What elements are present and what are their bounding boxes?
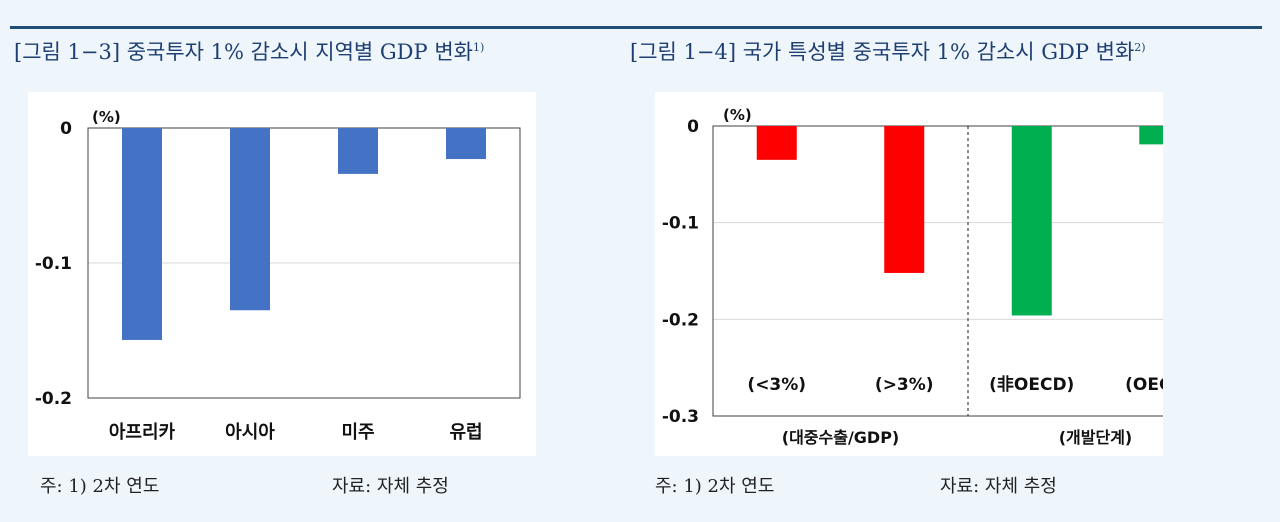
y-unit-label: (%) — [723, 106, 752, 124]
bar — [446, 128, 486, 160]
bar — [1139, 126, 1180, 145]
footnote-left: 주: 1) 2차 연도 — [40, 476, 160, 497]
y-tick-label: -0.3 — [662, 407, 699, 427]
category-label: (>3%) — [875, 375, 934, 395]
country-type-gdp-chart: 0 -0.1 -0.2 -0.3 (%) (<3%) (>3%) (非OECD) (OECD) (… — [662, 106, 1224, 447]
header-rule — [10, 26, 1262, 29]
y-tick-label: 0 — [60, 119, 72, 139]
bar — [338, 128, 378, 174]
plot-area-border — [712, 125, 1224, 417]
figure-title-text: [그림 1−4] 국가 특성별 중국투자 1% 감소시 GDP 변화 — [630, 40, 1135, 64]
group-label: (개발단계) — [1059, 428, 1133, 447]
source-right: 자료: 자체 추정 — [940, 476, 1057, 497]
plot-area-border — [87, 127, 521, 399]
bar — [1011, 126, 1052, 316]
figure-title-left: [그림 1−3] 중국투자 1% 감소시 지역별 GDP 변화1) — [14, 36, 484, 66]
y-tick-label: -0.1 — [35, 254, 72, 274]
source-left: 자료: 자체 추정 — [332, 476, 449, 497]
category-label: (<3%) — [747, 375, 806, 395]
category-label: 유럽 — [449, 422, 482, 443]
y-tick-label: -0.1 — [662, 214, 699, 234]
figure-title-text: [그림 1−3] 중국투자 1% 감소시 지역별 GDP 변화 — [14, 40, 473, 64]
category-label: 아시아 — [225, 422, 275, 443]
category-label: 미주 — [341, 422, 374, 443]
footnote-right: 주: 1) 2차 연도 — [655, 476, 775, 497]
category-label: (OECD) — [1125, 375, 1163, 395]
chart-panel-left: 0 -0.1 -0.2 (%) 아프리카 아시아 미주 유럽 — [28, 92, 536, 456]
category-label: 아프리카 — [109, 422, 176, 443]
bar — [884, 126, 925, 273]
y-tick-label: 0 — [687, 117, 699, 137]
bar — [230, 128, 270, 311]
y-unit-label: (%) — [92, 108, 121, 126]
chart-panel-right: 0 -0.1 -0.2 -0.3 (%) (<3%) (>3%) (非OECD) (OECD) (… — [655, 92, 1224, 456]
bar — [756, 126, 797, 160]
bar — [122, 128, 162, 340]
region-gdp-chart: 0 -0.1 -0.2 (%) 아프리카 아시아 미주 유럽 — [35, 108, 521, 443]
figure-title-right: [그림 1−4] 국가 특성별 중국투자 1% 감소시 GDP 변화2) — [630, 36, 1146, 66]
figure-title-footnote: 1) — [472, 41, 485, 54]
y-tick-label: -0.2 — [35, 389, 72, 409]
group-label: (대중수출/GDP) — [782, 428, 900, 447]
category-label: (非OECD) — [989, 374, 1074, 395]
figure-title-footnote: 2) — [1134, 41, 1146, 54]
y-tick-label: -0.2 — [662, 310, 699, 330]
